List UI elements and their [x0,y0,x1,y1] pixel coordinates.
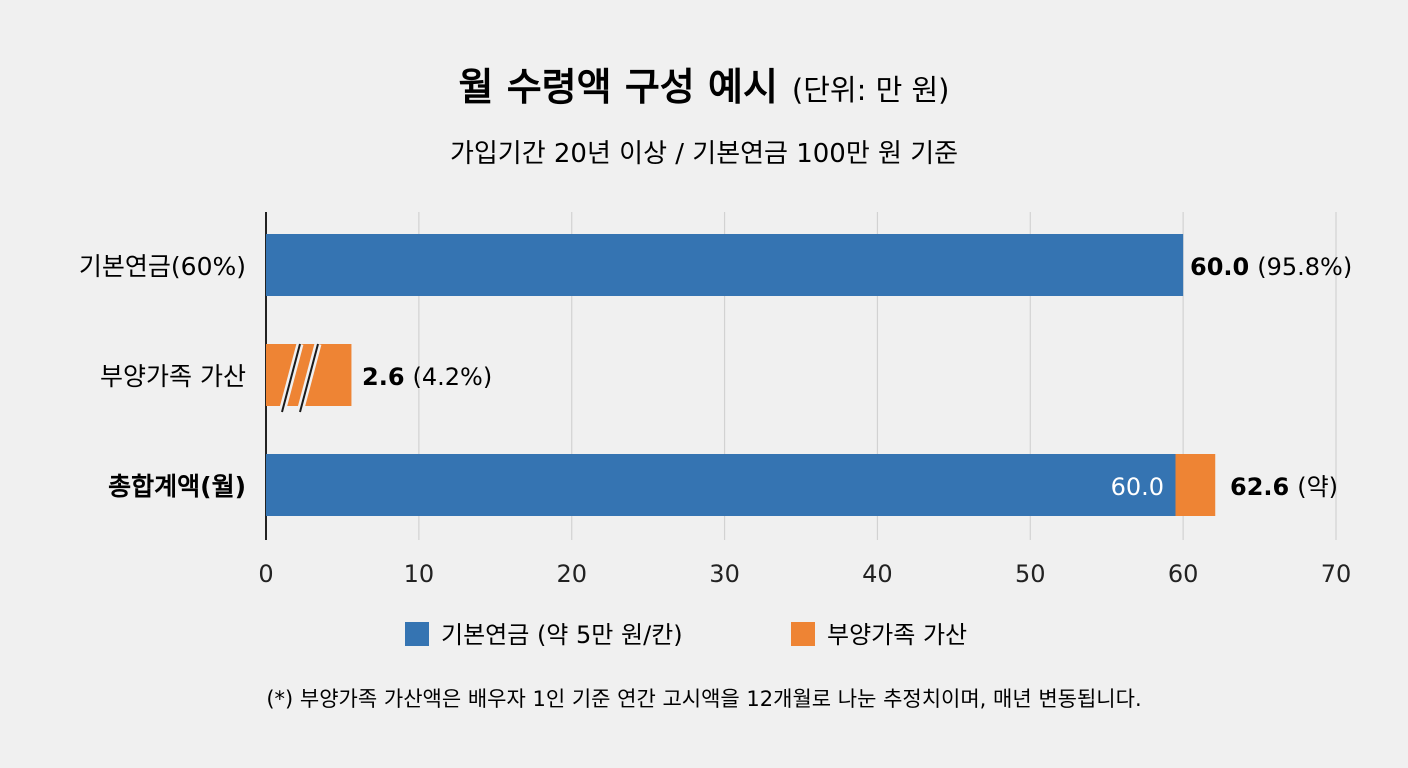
chart-footnote: (*) 부양가족 가산액은 배우자 1인 기준 연간 고시액을 12개월로 나눈… [266,687,1141,711]
bar-basic-pension-row-1 [266,234,1184,296]
category-label-dependent-addition: 부양가족 가산 [100,362,246,391]
value-basic-pension: 60.0 [1190,253,1249,281]
x-tick-label-70: 70 [1321,560,1352,588]
value-label-total: 62.6 (약) [1230,473,1338,501]
x-tick-label-0: 0 [258,560,273,588]
chart-title-line: 월 수령액 구성 예시 (단위: 만 원) [459,65,950,109]
bar-basic-pension-row-3 [266,454,1176,516]
inside-value-total-basic: 60.0 [1111,473,1164,501]
value-dependent-addition: 2.6 [362,363,405,391]
chart-title: 월 수령액 구성 예시 [459,65,778,109]
x-tick-label-10: 10 [404,560,435,588]
category-label-basic-pension: 기본연금(60%) [79,252,246,281]
percent-basic-pension: (95.8%) [1257,253,1352,281]
bar-dependent-addition-row-3 [1175,454,1216,516]
legend-swatch-basic-pension [405,622,429,646]
category-label-total: 총합계액(월) [108,472,246,501]
legend-label-basic-pension: 기본연금 (약 5만 원/칸) [441,621,683,649]
value-label-dependent-addition: 2.6 (4.2%) [362,363,492,391]
value-label-basic-pension: 60.0 (95.8%) [1190,253,1352,281]
axis-break-marks [278,343,322,413]
bars [266,234,1216,516]
chart-title-unit: (단위: 만 원) [792,73,950,107]
percent-dependent-addition: (4.2%) [413,363,493,391]
legend-label-dependent-addition: 부양가족 가산 [827,621,967,649]
value-total: 62.6 [1230,473,1289,501]
x-tick-label-40: 40 [862,560,893,588]
value-total-suffix: (약) [1297,473,1338,501]
x-tick-label-60: 60 [1168,560,1199,588]
chart-subtitle: 가입기간 20년 이상 / 기본연금 100만 원 기준 [450,139,958,169]
legend-swatch-dependent-addition [791,622,815,646]
x-tick-label-30: 30 [709,560,740,588]
x-tick-labels: 0 10 20 30 40 50 60 70 [258,560,1351,588]
x-tick-label-20: 20 [556,560,587,588]
x-tick-label-50: 50 [1015,560,1046,588]
